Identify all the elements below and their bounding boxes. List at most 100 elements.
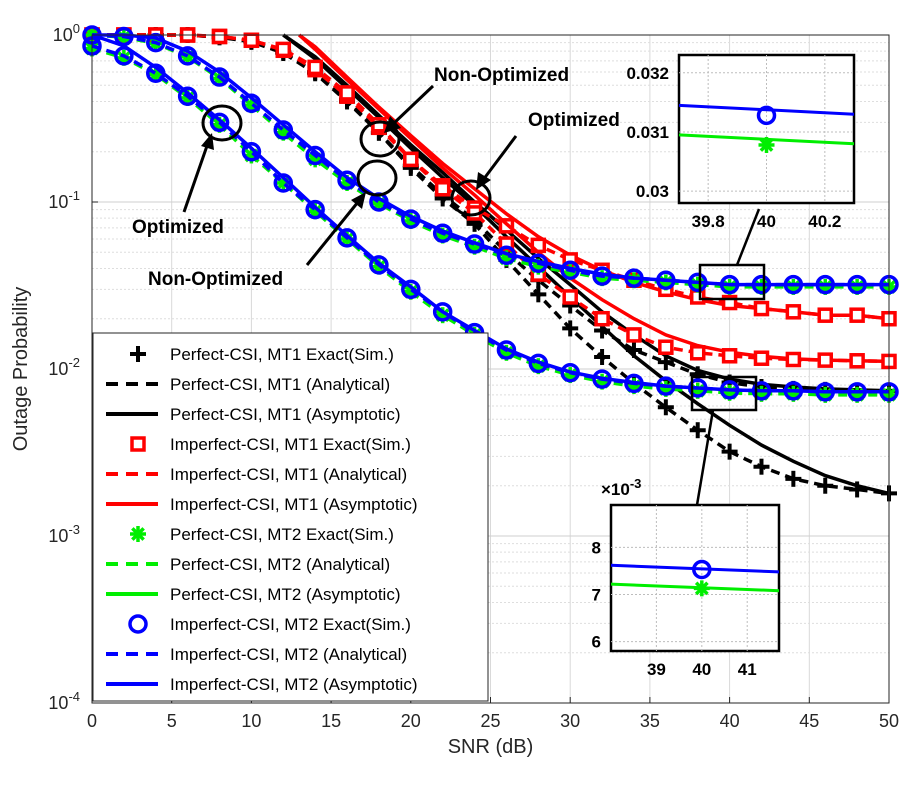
inset-x-tick-label: 39.8 [692,212,725,231]
marker-circle [496,245,517,265]
marker-plus [785,470,802,487]
marker-square [211,28,228,45]
inset-y-tick-label: 0.031 [626,123,669,142]
zoom-box-bottom [690,375,758,412]
legend-entry: Perfect-CSI, MT2 Exact(Sim.) [130,525,394,544]
marker-square [275,41,292,58]
marker-circle [337,228,357,248]
x-tick-label: 25 [480,711,500,731]
marker-circle [528,353,549,374]
x-tick-label: 15 [321,711,341,731]
marker-circle [847,274,867,295]
marker-circle [815,274,835,295]
legend-label: Imperfect-CSI, MT2 (Asymptotic) [170,675,417,694]
marker-circle [114,46,134,66]
marker-plus [130,346,146,362]
axes-labels: 0 5 10 15 20 25 30 35 40 45 50 100 10-1 10-2 10-3 10-4 S… [10,21,899,758]
marker-plus [689,422,706,439]
marker-circle [719,274,740,295]
legend-label: Perfect-CSI, MT2 (Analytical) [170,555,390,574]
marker-square [753,350,770,366]
zoom-link-bottom [695,409,715,506]
marker-circle [751,381,772,401]
marker-circle [305,199,325,220]
arrowhead-optimized-right [476,172,491,190]
legend-label: Imperfect-CSI, MT1 (Asymptotic) [170,495,417,514]
marker-plus [657,354,674,371]
arrow-non-optimized-top [391,84,435,126]
label-non-optimized-top: Non-Optimized [434,65,569,86]
label-optimized-left: Optimized [132,217,224,238]
marker-circle [751,274,772,295]
marker-circle [209,67,230,87]
y-tick-label: 100 [53,21,80,45]
inset-y-tick-label: 6 [592,633,601,652]
marker-circle [783,274,804,295]
x-tick-label: 45 [799,711,819,731]
x-tick-label: 40 [720,711,740,731]
marker-circle [592,369,612,389]
inset-blue-line [678,103,855,116]
marker-square [817,352,833,368]
marker-circle [401,279,421,300]
marker-circle [401,209,421,229]
legend-label: Perfect-CSI, MT1 (Analytical) [170,375,390,394]
y-tick-label: 10-3 [48,522,80,546]
marker-circle [783,381,804,401]
legend-entry: Perfect-CSI, MT2 (Asymptotic) [106,585,400,604]
x-tick-label: 35 [640,711,660,731]
marker-circle [273,173,294,193]
arrow-non-optimized-left [305,201,360,266]
marker-circle [756,105,777,126]
legend-label: Imperfect-CSI, MT2 Exact(Sim.) [170,615,411,634]
inset-y-tick-label: 0.03 [636,182,669,201]
inset-y-tick-label: 7 [592,585,601,604]
marker-square [130,436,146,452]
inset-scale-label: ×10-3 [601,476,641,499]
ellipse-optimized-right [450,179,492,217]
ellipse-optimized-left [201,104,243,142]
legend-entry: Perfect-CSI, MT1 (Analytical) [106,375,390,394]
arrow-optimized-left [182,142,210,213]
marker-circle [528,253,549,273]
marker-star [130,526,146,542]
legend-label: Perfect-CSI, MT2 Exact(Sim.) [170,525,394,544]
marker-circle [656,376,676,396]
y-tick-label: 10-2 [48,355,80,379]
inset-x-tick-label: 39 [647,660,666,679]
y-tick-label: 10-4 [48,689,80,713]
marker-circle [177,46,198,66]
marker-circle [305,145,325,166]
x-tick-label: 10 [241,711,261,731]
marker-circle [146,63,166,84]
series-asymptotic-line [92,33,889,287]
series-mt2-non-optimized-imperfect-csi [82,25,899,295]
marker-square [339,85,355,101]
x-tick-label: 5 [167,711,177,731]
marker-square [243,32,260,49]
legend-label: Perfect-CSI, MT2 (Asymptotic) [170,585,400,604]
marker-plus [530,286,547,303]
inset-x-tick-label: 40 [692,660,711,679]
arrow-optimized-right [481,135,518,181]
legend-entry: Imperfect-CSI, MT2 (Analytical) [106,645,407,664]
marker-circle [432,302,453,322]
marker-circle [241,93,262,114]
ellipse-non-optimized-left [356,159,398,197]
marker-circle [128,614,148,634]
x-tick-label: 0 [87,711,97,731]
marker-circle [337,170,357,190]
marker-circle [114,26,134,47]
x-axis-label: SNR (dB) [448,736,534,758]
marker-circle [209,112,230,133]
marker-square [594,310,610,327]
inset-y-tick-label: 0.032 [626,64,669,83]
zoom-box-top [698,263,766,301]
marker-square [626,327,642,343]
marker-square [403,151,419,168]
arrowhead-non-optimized-left [351,192,366,209]
marker-star [758,136,775,153]
x-tick-label: 50 [879,711,899,731]
marker-circle [464,234,485,254]
